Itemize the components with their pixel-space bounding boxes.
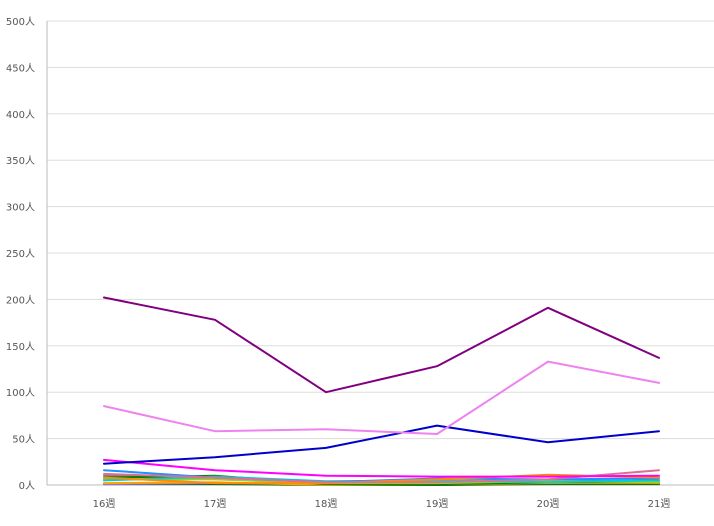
series-line-2 [103, 360, 660, 435]
grid-layer [47, 20, 714, 440]
series-line-3 [103, 424, 660, 465]
x-tick-label: 17週 [204, 498, 227, 510]
x-tick-label: 20週 [537, 498, 560, 510]
y-tick-label: 150人 [6, 341, 35, 353]
y-tick-label: 50人 [12, 434, 35, 446]
y-tick-label: 250人 [6, 248, 35, 260]
y-tick-label: 500人 [6, 16, 35, 28]
y-tick-label: 450人 [6, 62, 35, 74]
series-line-1 [103, 296, 660, 394]
y-tick-label: 0人 [19, 480, 35, 492]
x-tick-label: 18週 [315, 498, 338, 510]
series-layer [103, 296, 660, 486]
series-line-5 [103, 469, 660, 484]
y-tick-label: 100人 [6, 387, 35, 399]
y-tick-label: 200人 [6, 294, 35, 306]
x-tick-label: 19週 [426, 498, 449, 510]
y-tick-label: 400人 [6, 109, 35, 121]
series-line-4 [103, 458, 660, 478]
x-tick-label: 21週 [648, 498, 671, 510]
y-tick-label: 350人 [6, 155, 35, 167]
y-tick-label: 300人 [6, 202, 35, 214]
x-tick-label: 16週 [93, 498, 116, 510]
